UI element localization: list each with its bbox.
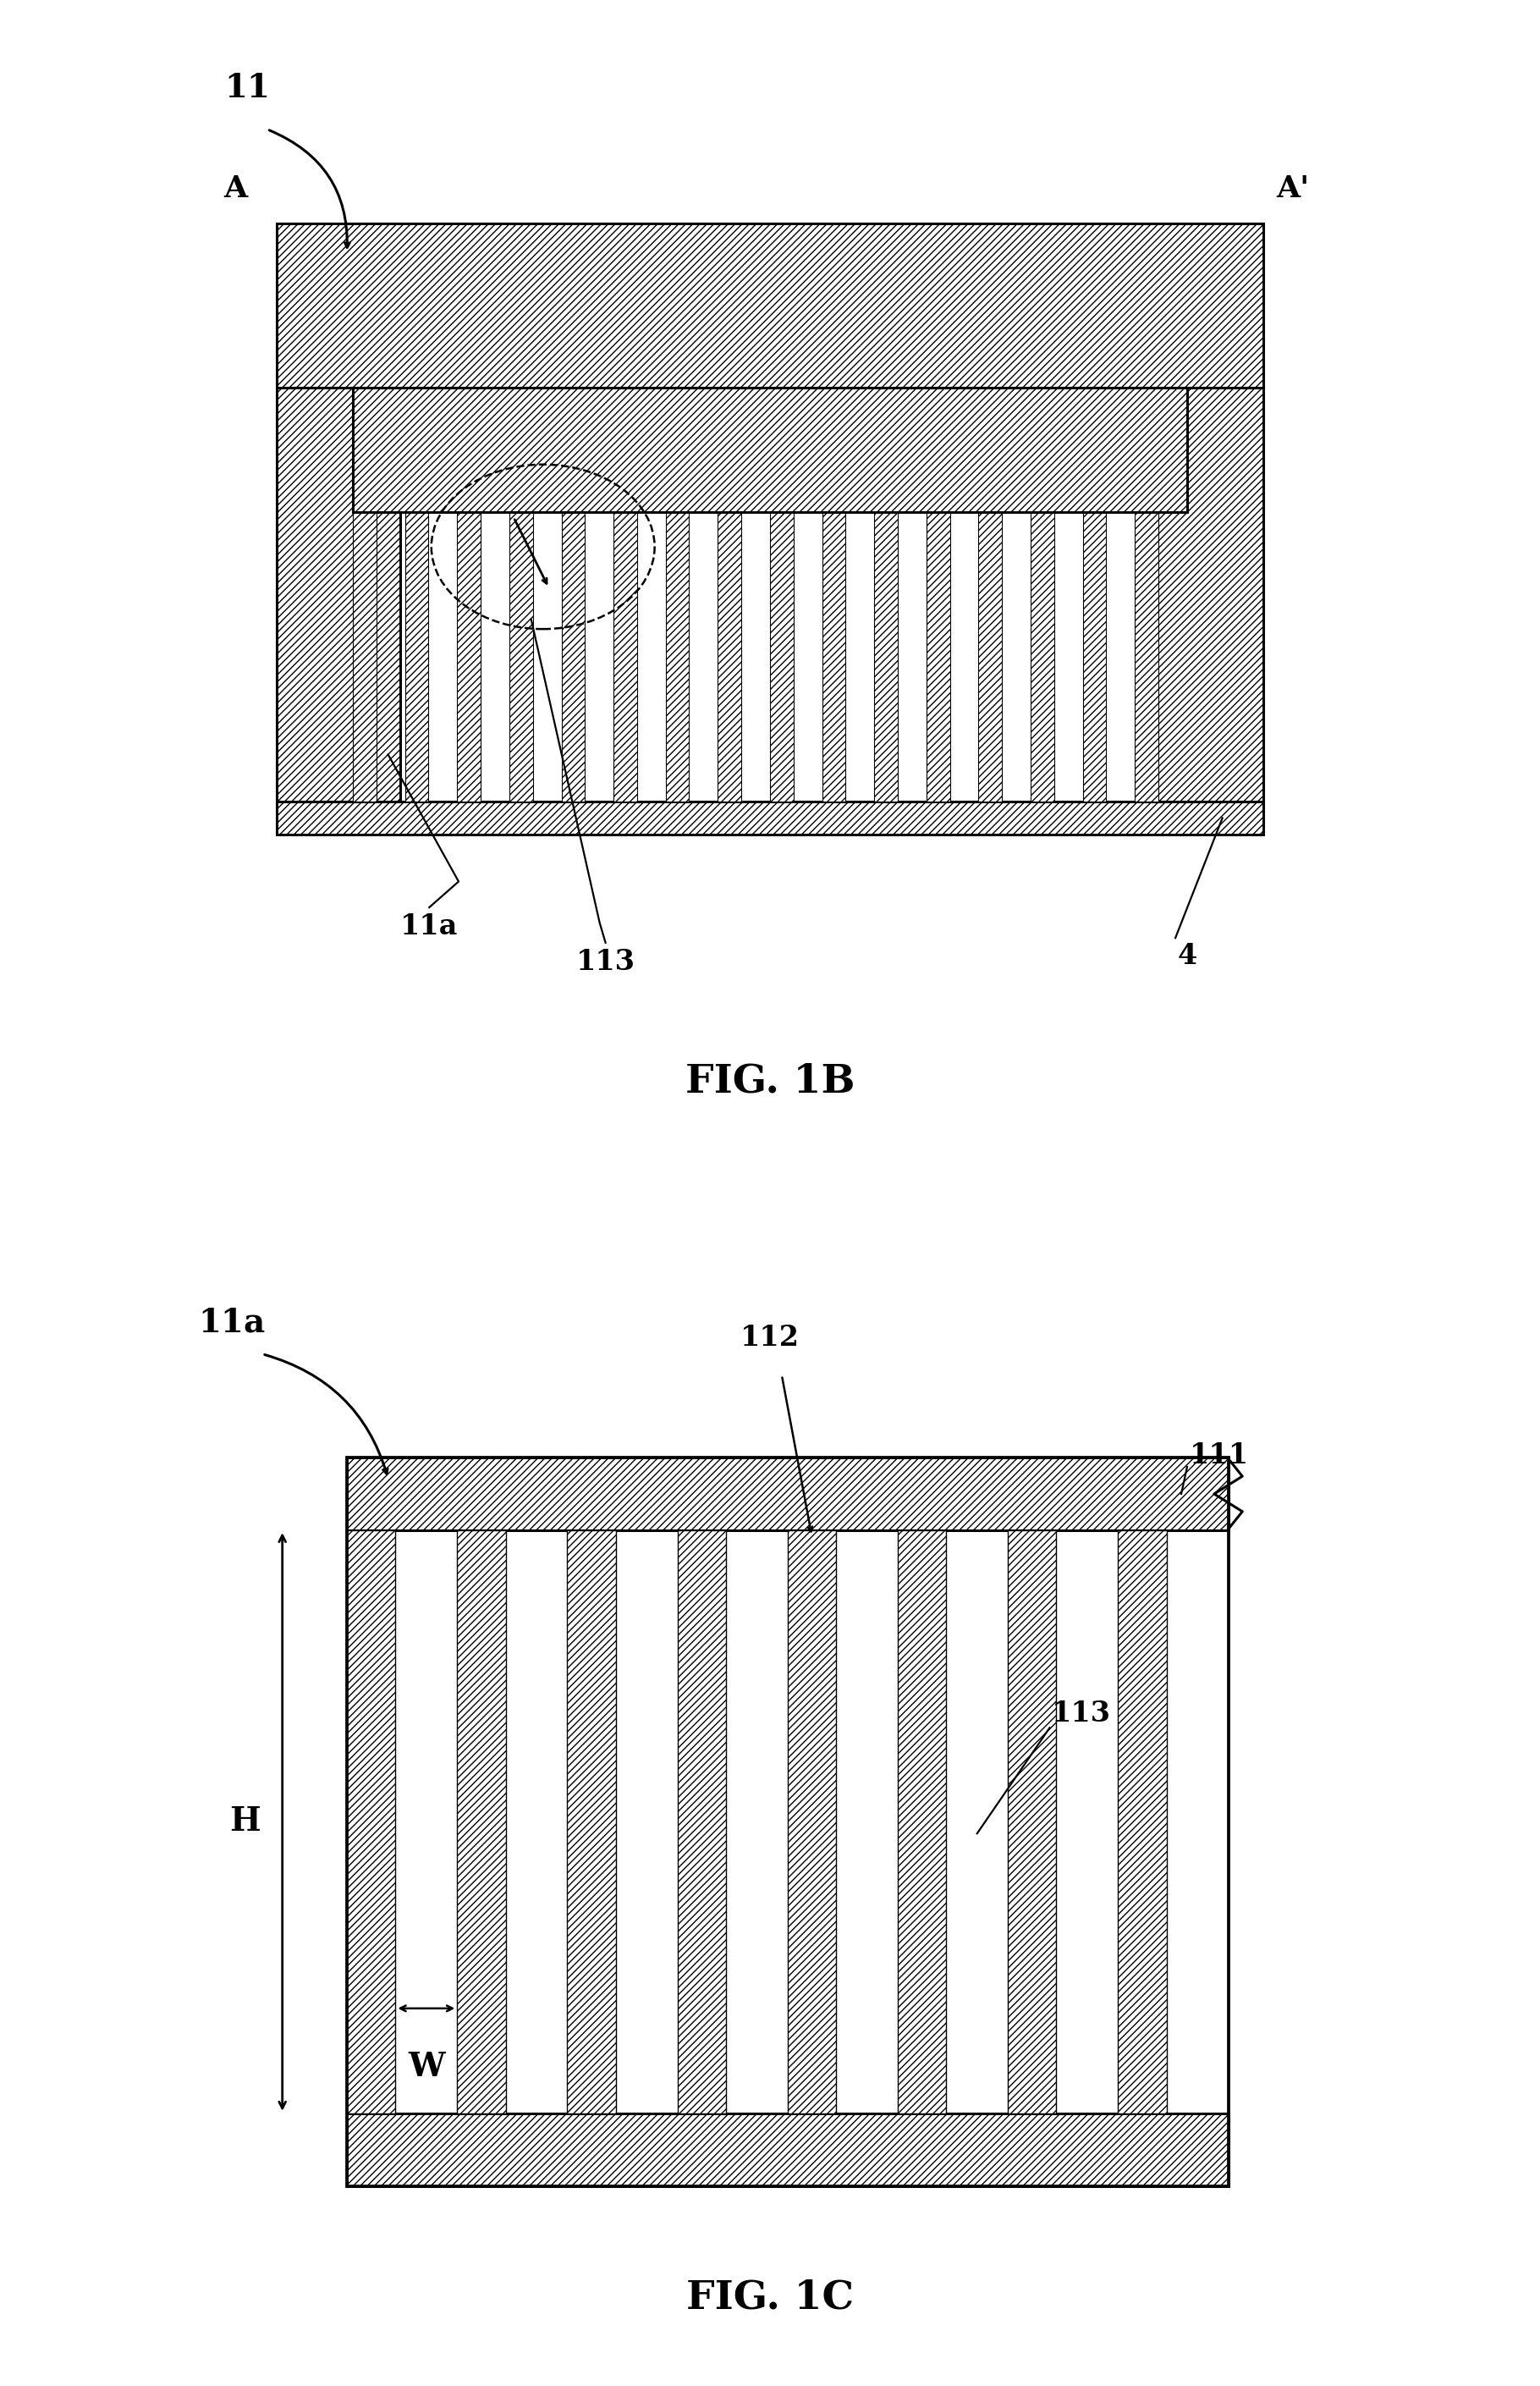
Polygon shape (1140, 389, 1263, 802)
Bar (457, 1529, 505, 2114)
Text: 11a: 11a (199, 1305, 265, 1339)
Bar (898, 1529, 946, 2114)
Bar (1009, 1529, 1056, 2114)
Bar (510, 513, 533, 802)
Text: 113: 113 (576, 947, 634, 976)
Bar (346, 1458, 1229, 2186)
Text: 113: 113 (1052, 1699, 1110, 1727)
Text: 11: 11 (225, 72, 269, 105)
Bar (346, 1458, 1229, 1529)
Bar (567, 1529, 616, 2114)
Bar (718, 513, 741, 802)
Bar (346, 2114, 1229, 2186)
Bar (277, 802, 1263, 835)
Text: H: H (229, 1806, 260, 1837)
Bar (353, 513, 376, 802)
Text: 4: 4 (1177, 942, 1197, 969)
Text: 111: 111 (1189, 1441, 1249, 1470)
Bar (770, 513, 793, 802)
Bar (787, 1529, 836, 2114)
Text: 11a: 11a (400, 911, 459, 940)
Text: FIG. 1C: FIG. 1C (687, 2279, 853, 2317)
Bar (1118, 1529, 1167, 2114)
Bar (822, 513, 845, 802)
Bar (1083, 513, 1106, 802)
Polygon shape (277, 389, 400, 802)
Text: A': A' (1277, 174, 1309, 203)
Bar (457, 513, 480, 802)
Text: W: W (408, 2052, 445, 2083)
Bar (277, 224, 1263, 389)
Text: FIG. 1B: FIG. 1B (685, 1062, 855, 1100)
Bar (353, 389, 1187, 513)
Bar (665, 513, 690, 802)
Bar (678, 1529, 725, 2114)
Bar (1030, 513, 1055, 802)
Bar (927, 513, 950, 802)
Bar (562, 513, 585, 802)
Bar (978, 513, 1003, 802)
Bar (346, 1529, 396, 2114)
Bar (1135, 513, 1158, 802)
Text: 112: 112 (741, 1324, 799, 1353)
Bar (613, 513, 638, 802)
Bar (875, 513, 898, 802)
Bar (405, 513, 428, 802)
Text: A: A (223, 174, 248, 203)
